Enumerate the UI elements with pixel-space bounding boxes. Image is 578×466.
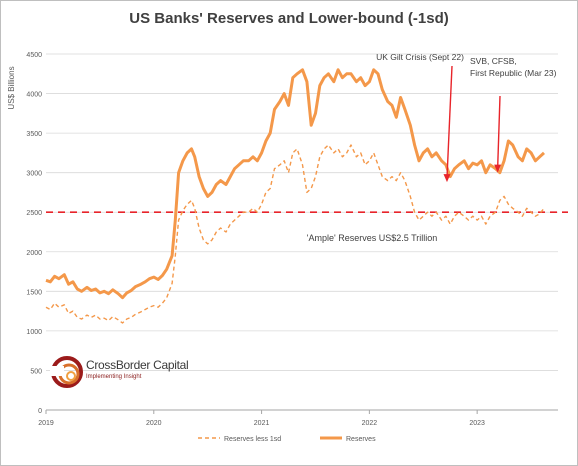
crossborder-logo: CrossBorder Capital Implementing Insight [50, 350, 200, 394]
annotation-label: UK Gilt Crisis (Sept 22) [376, 52, 464, 62]
tick-labels: 0 500 1000 1500 2000 2500 3000 3500 4000 4500 2019… [26, 52, 485, 427]
annotation-arrow [496, 95, 501, 169]
legend: Reserves less 1sd Reserves [198, 436, 376, 443]
axes [45, 409, 558, 414]
logo-tagline: Implementing Insight [86, 374, 142, 380]
legend-label: Reserves [346, 436, 376, 443]
y-tick-label: 1500 [26, 289, 42, 296]
arrowhead-icon [443, 174, 451, 183]
y-tick-label: 2500 [26, 210, 42, 217]
y-tick-label: 4000 [26, 92, 42, 99]
y-tick-label: 4500 [26, 52, 42, 59]
y-tick-label: 3000 [26, 171, 42, 178]
annotation-label: SVB, CFSB, First Republic (Mar 23) [470, 56, 557, 78]
y-tick-label: 500 [30, 368, 42, 375]
y-tick-label: 3500 [26, 131, 42, 138]
series-line-reserves-less-1sd [45, 144, 545, 324]
y-tick-label: 0 [38, 408, 42, 415]
arrowhead-icon [494, 164, 502, 173]
series-line-reserves [45, 68, 546, 300]
logo-swirl-icon [50, 356, 83, 388]
series-group [45, 68, 546, 324]
legend-label: Reserves less 1sd [224, 436, 281, 443]
logo-name: CrossBorder Capital [86, 358, 189, 372]
chart-title: US Banks' Reserves and Lower-bound (-1sd… [129, 10, 449, 27]
annotation-arrow [446, 65, 453, 179]
x-tick-label: 2021 [254, 420, 270, 427]
y-tick-label: 2000 [26, 250, 42, 257]
x-tick-label: 2019 [38, 420, 54, 427]
threshold-group: 'Ample' Reserves US$2.5 Trillion [46, 211, 568, 243]
threshold-label: 'Ample' Reserves US$2.5 Trillion [307, 233, 438, 243]
x-tick-label: 2023 [469, 420, 485, 427]
x-tick-label: 2022 [362, 420, 378, 427]
y-axis-label: US$ Billions [7, 66, 16, 109]
annotations-group: UK Gilt Crisis (Sept 22) SVB, CFSB, First … [376, 52, 557, 183]
x-tick-label: 2020 [146, 420, 162, 427]
y-tick-label: 1000 [26, 329, 42, 336]
